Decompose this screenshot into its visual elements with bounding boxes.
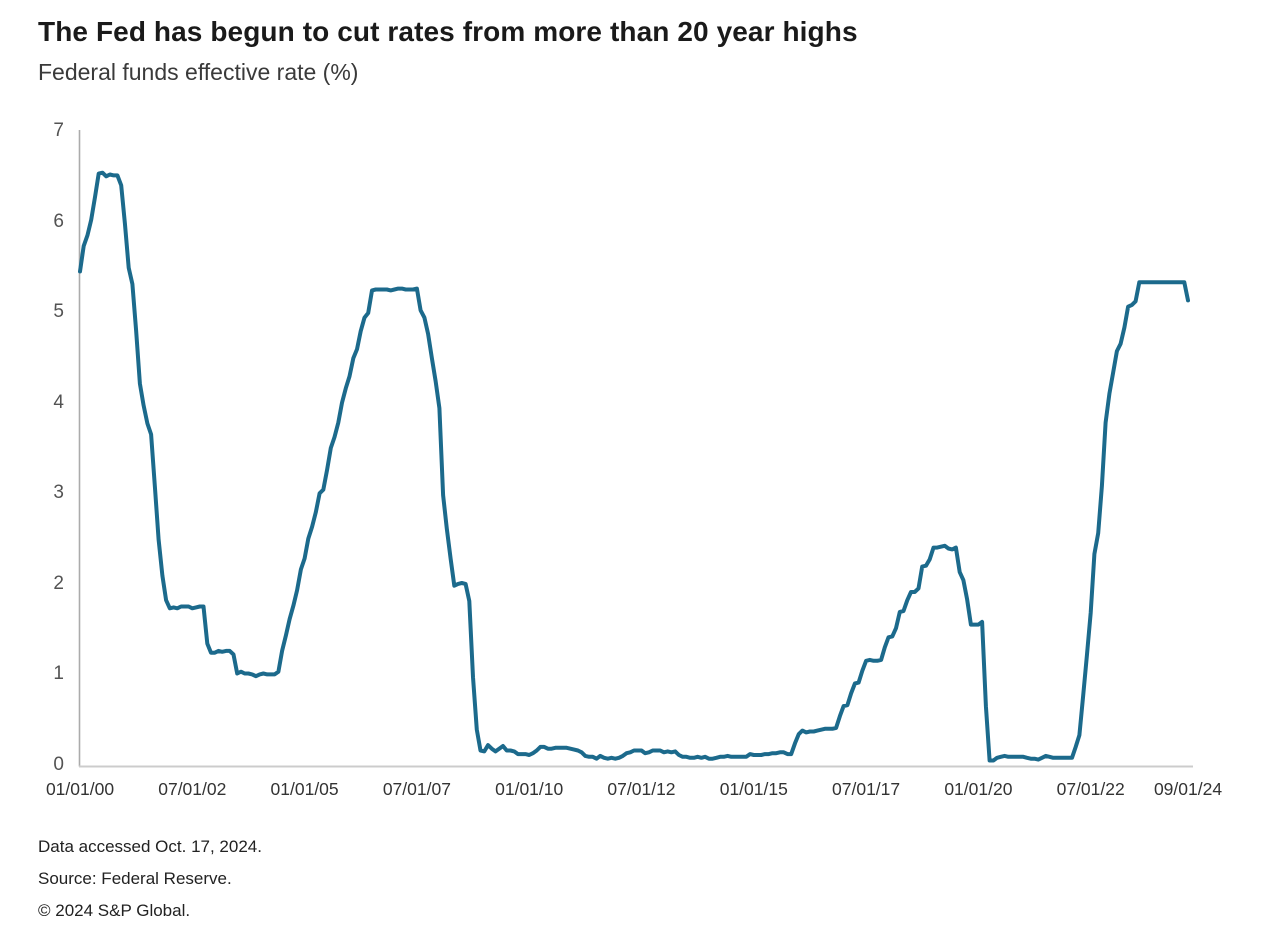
x-axis-tick-label: 01/01/00 <box>45 779 115 799</box>
x-axis-tick-label: 07/01/12 <box>607 779 676 799</box>
y-axis-tick-label: 3 <box>53 482 64 504</box>
y-axis-tick-label: 1 <box>53 663 64 685</box>
y-axis-tick-label: 0 <box>53 754 64 775</box>
y-axis-tick-label: 7 <box>53 120 64 141</box>
footer-copyright: © 2024 S&P Global. <box>38 901 191 920</box>
y-axis-tick-label: 5 <box>53 301 64 323</box>
x-axis-tick-label: 01/01/20 <box>944 779 1013 799</box>
footer-data-accessed: Data accessed Oct. 17, 2024. <box>38 837 262 856</box>
x-axis-tick-label: 07/01/17 <box>832 779 901 799</box>
chart-subtitle: Federal funds effective rate (%) <box>38 59 359 85</box>
x-axis-tick-label: 09/01/24 <box>1153 779 1223 799</box>
x-axis-tick-label: 07/01/02 <box>158 779 227 799</box>
x-axis-tick-label: 01/01/05 <box>270 779 339 799</box>
x-axis-tick-label: 01/01/10 <box>495 779 564 799</box>
fed-funds-rate-line <box>78 170 1190 763</box>
x-axis-tick-label: 07/01/22 <box>1056 779 1125 799</box>
x-axis-tick-label: 07/01/07 <box>382 779 451 799</box>
x-axis-tick-label: 01/01/15 <box>719 779 788 799</box>
chart-title: The Fed has begun to cut rates from more… <box>38 16 858 47</box>
chart-footer: Data accessed Oct. 17, 2024. Source: Fed… <box>38 831 262 927</box>
y-axis-tick-label: 6 <box>53 210 64 232</box>
footer-source: Source: Federal Reserve. <box>38 869 232 888</box>
y-axis-tick-label: 4 <box>53 391 64 413</box>
y-axis-tick-label: 2 <box>53 572 64 594</box>
